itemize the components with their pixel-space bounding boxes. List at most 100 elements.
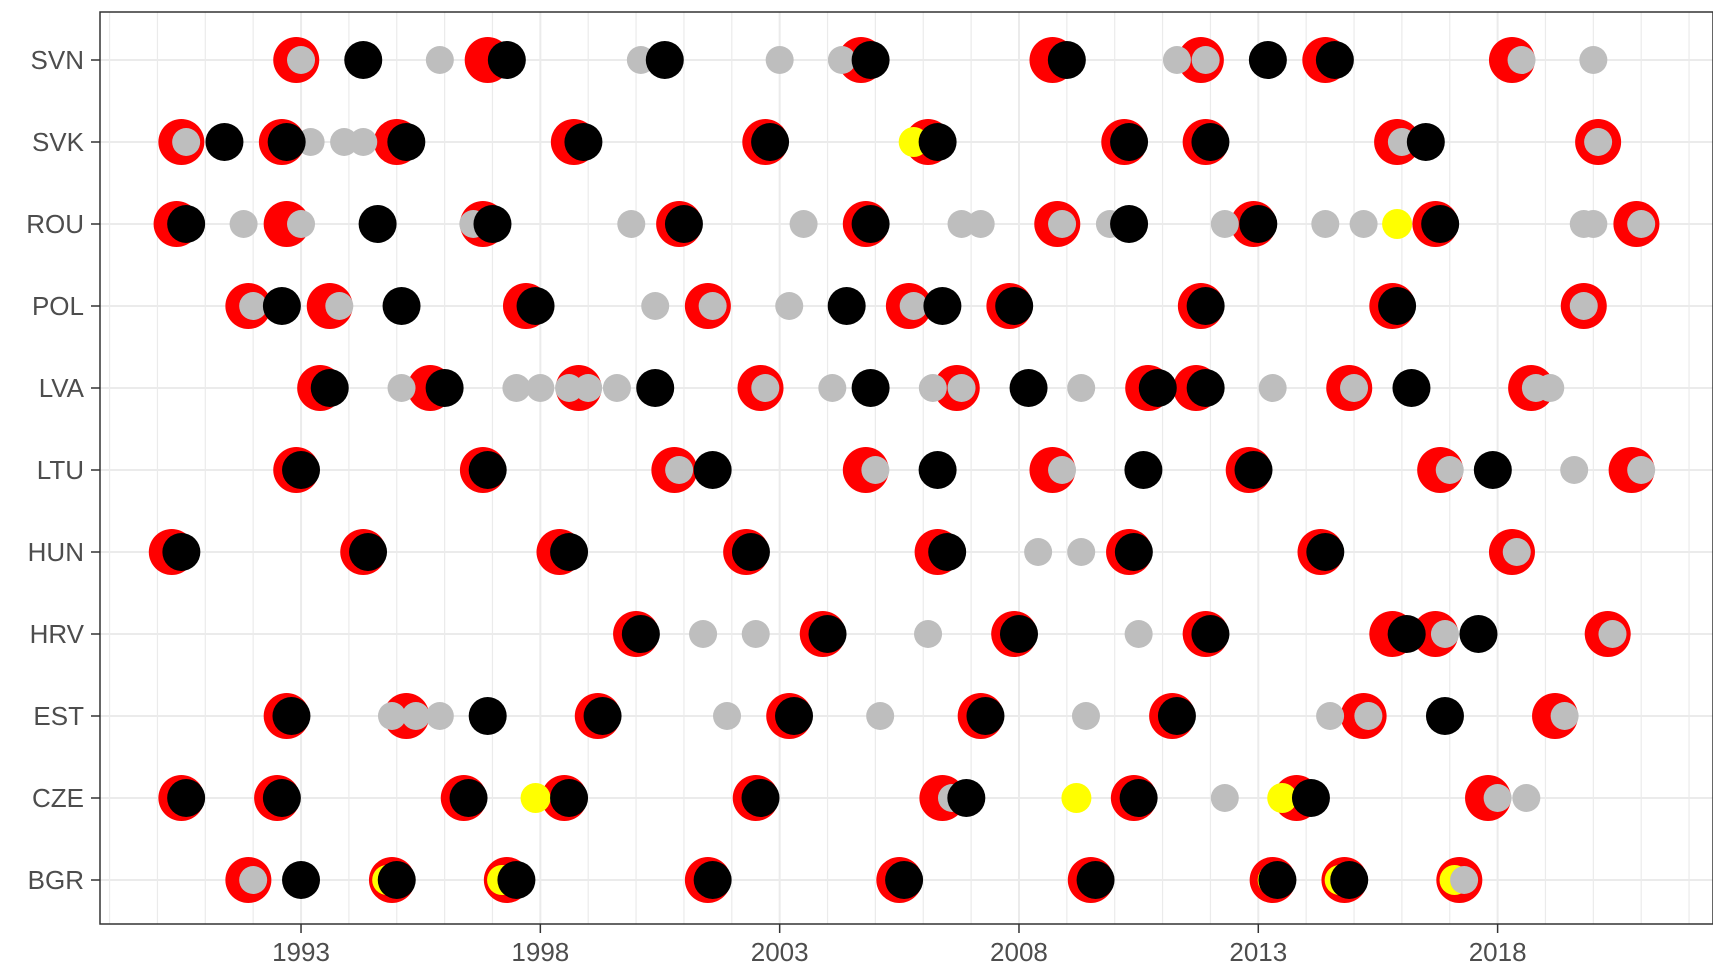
- axes: BGR CZE EST HRV HUN LTU LVA POL ROU SVK SVN 1993 199…: [26, 45, 1526, 967]
- black-point: [282, 451, 321, 489]
- grey-point: [1071, 702, 1100, 730]
- grey-point: [741, 620, 770, 648]
- grey-point: [349, 128, 378, 156]
- black-point: [497, 861, 536, 899]
- black-point: [999, 615, 1038, 653]
- grey-point: [818, 374, 847, 402]
- black-point: [167, 205, 206, 243]
- black-point: [1186, 369, 1225, 407]
- black-point: [918, 451, 957, 489]
- y-tick-label: EST: [33, 701, 84, 731]
- grey-point: [1512, 784, 1541, 812]
- black-point: [1119, 779, 1158, 817]
- grey-point: [1048, 210, 1077, 238]
- grey-point: [229, 210, 258, 238]
- grey-point: [1258, 374, 1287, 402]
- grey-point: [287, 46, 316, 74]
- grey-point: [713, 702, 742, 730]
- yellow-point: [520, 783, 551, 813]
- grey-point: [1210, 784, 1239, 812]
- y-tick-label: ROU: [26, 209, 84, 239]
- grey-point: [1311, 210, 1340, 238]
- black-point: [1124, 451, 1163, 489]
- grey-point: [789, 210, 818, 238]
- y-tick-label: LTU: [37, 455, 84, 485]
- grey-point: [401, 702, 430, 730]
- grey-point: [1435, 456, 1464, 484]
- grey-point: [899, 292, 928, 320]
- black-point: [1157, 697, 1196, 735]
- black-point: [851, 41, 890, 79]
- grey-point: [1048, 456, 1077, 484]
- black-point: [516, 287, 555, 325]
- y-tick-label: BGR: [28, 865, 84, 895]
- grey-point: [1560, 456, 1589, 484]
- grey-point: [751, 374, 780, 402]
- data-points: [148, 37, 1660, 903]
- black-point: [1306, 533, 1345, 571]
- black-point: [162, 533, 201, 571]
- black-point: [1473, 451, 1512, 489]
- grey-point: [861, 456, 890, 484]
- black-point: [966, 697, 1005, 735]
- black-point: [693, 451, 732, 489]
- black-point: [1186, 287, 1225, 325]
- grey-point: [914, 620, 943, 648]
- grey-point: [775, 292, 804, 320]
- black-point: [310, 369, 349, 407]
- x-tick-label: 1993: [272, 937, 330, 967]
- grey-point: [1354, 702, 1383, 730]
- yellow-point: [1267, 783, 1298, 813]
- black-point: [1009, 369, 1048, 407]
- black-point: [731, 533, 770, 571]
- black-point: [741, 779, 780, 817]
- black-point: [272, 697, 311, 735]
- black-point: [1110, 205, 1149, 243]
- grey-point: [574, 374, 603, 402]
- black-point: [851, 205, 890, 243]
- black-point: [918, 123, 957, 161]
- grey-point: [502, 374, 531, 402]
- grey-point: [1191, 46, 1220, 74]
- grey-point: [617, 210, 646, 238]
- black-point: [1234, 451, 1273, 489]
- grey-point: [1067, 538, 1096, 566]
- grey-point: [1598, 620, 1627, 648]
- black-point: [885, 861, 924, 899]
- grey-point: [1507, 46, 1536, 74]
- grey-point: [1627, 456, 1656, 484]
- grey-point: [698, 292, 727, 320]
- black-point: [1459, 615, 1498, 653]
- black-point: [1387, 615, 1426, 653]
- black-point: [425, 369, 464, 407]
- grey-point: [1536, 374, 1565, 402]
- black-point: [775, 697, 814, 735]
- grey-point: [330, 128, 359, 156]
- y-tick-label: CZE: [32, 783, 84, 813]
- grey-point: [1340, 374, 1369, 402]
- black-point: [1138, 369, 1177, 407]
- black-point: [377, 861, 416, 899]
- grey-point: [765, 46, 794, 74]
- y-tick-label: SVN: [31, 45, 84, 75]
- grey-point: [1124, 620, 1153, 648]
- grey-point: [1569, 292, 1598, 320]
- grey-point: [866, 702, 895, 730]
- black-point: [262, 287, 301, 325]
- y-tick-label: SVK: [32, 127, 85, 157]
- x-tick-label: 1998: [511, 937, 569, 967]
- black-point: [923, 287, 962, 325]
- grey-point: [1316, 702, 1345, 730]
- black-point: [583, 697, 622, 735]
- black-point: [564, 123, 603, 161]
- black-point: [1239, 205, 1278, 243]
- black-point: [1378, 287, 1417, 325]
- yellow-point: [1382, 209, 1413, 239]
- grey-point: [1210, 210, 1239, 238]
- grey-point: [287, 210, 316, 238]
- grey-point: [947, 210, 976, 238]
- black-point: [205, 123, 244, 161]
- black-point: [1421, 205, 1460, 243]
- black-point: [827, 287, 866, 325]
